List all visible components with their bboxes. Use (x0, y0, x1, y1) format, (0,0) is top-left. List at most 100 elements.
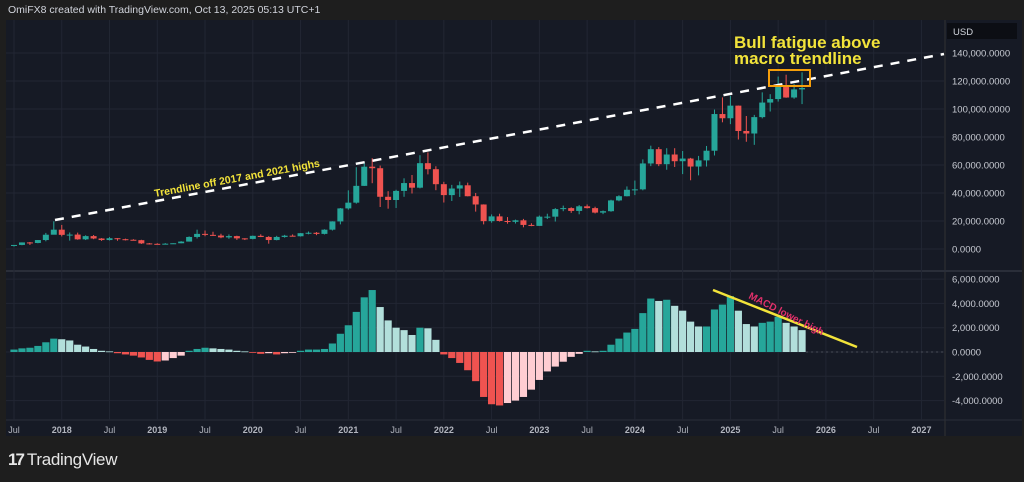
candle (544, 213, 551, 220)
candle (114, 238, 121, 241)
candle (703, 145, 710, 167)
candle (361, 162, 368, 186)
candle (751, 114, 758, 145)
macd-tick-label: -2,000.0000 (952, 372, 1003, 383)
macd-bar (42, 342, 50, 352)
candle-body (11, 244, 17, 246)
candle-body (504, 221, 511, 222)
candle-body (18, 242, 25, 245)
candle (401, 178, 408, 197)
macd-bar (758, 322, 766, 352)
candle-body (679, 158, 686, 162)
x-tick-label: 2019 (147, 425, 167, 435)
x-tick-label: 2022 (434, 425, 454, 435)
price-tick-label: 60,000.0000 (952, 161, 1005, 172)
candle (42, 232, 49, 242)
candle (241, 238, 248, 241)
macd-bar (400, 330, 408, 352)
macd-bar (495, 352, 504, 406)
candle (679, 151, 686, 175)
candle-body (122, 239, 129, 241)
candle (34, 240, 41, 244)
x-tick-label: Jul (772, 425, 784, 435)
macd-bar (18, 348, 26, 352)
candle (90, 235, 97, 240)
macd-bar (742, 324, 750, 352)
candle (608, 199, 614, 212)
x-tick-label: 2023 (529, 425, 549, 435)
candle (329, 221, 336, 231)
candle-body (66, 234, 73, 236)
macd-bar (798, 330, 806, 352)
candle-body (114, 238, 121, 240)
macd-bar (599, 350, 607, 352)
candle-body (130, 239, 137, 241)
x-tick-label: 2018 (52, 425, 72, 435)
tradingview-logo[interactable]: 17 TradingView (8, 450, 117, 470)
macd-bar (217, 348, 225, 352)
candle (432, 166, 439, 191)
candle (552, 208, 559, 222)
candle-body (711, 114, 718, 151)
candle-body (289, 235, 296, 237)
x-tick-label: Jul (581, 425, 593, 435)
candle-body (273, 236, 280, 241)
macd-bar (671, 305, 679, 352)
candle (369, 158, 376, 184)
macd-bar (289, 352, 297, 353)
macd-bar (567, 352, 575, 357)
macd-bar (448, 352, 456, 359)
price-tick-label: 0.0000 (952, 245, 981, 256)
macd-bar (249, 352, 257, 353)
candle-body (671, 154, 678, 162)
candle (560, 205, 567, 212)
candle-body (233, 236, 240, 239)
x-tick-label: 2027 (911, 425, 931, 435)
candle-body (424, 163, 431, 170)
macd-bar (185, 350, 193, 352)
macd-bar (456, 352, 464, 363)
macd-bar (679, 310, 687, 352)
candle (18, 242, 25, 246)
candle-body (186, 236, 193, 242)
macd-bar (591, 351, 599, 353)
macd-bar (559, 352, 567, 362)
candle-body (42, 234, 49, 241)
candle (440, 181, 447, 203)
candle (26, 242, 33, 245)
candle (210, 231, 216, 236)
candle (568, 207, 575, 213)
candle-body (321, 229, 328, 234)
candle (767, 94, 774, 112)
x-tick-label: Jul (868, 425, 880, 435)
macd-bar (328, 343, 336, 352)
candle-body (727, 105, 734, 119)
candle-body (393, 190, 400, 200)
macd-bar (639, 313, 647, 352)
price-tick-label: 20,000.0000 (952, 217, 1005, 228)
candle-body (448, 188, 455, 196)
candle-body (82, 236, 89, 240)
candle-body (568, 208, 575, 211)
macd-bar (225, 349, 233, 352)
x-tick-label: 2020 (243, 425, 263, 435)
candle-body (456, 185, 463, 189)
candle (759, 92, 766, 119)
candle (281, 234, 288, 238)
macd-bar (26, 347, 34, 352)
candle-body (90, 236, 97, 239)
macd-bar (233, 350, 241, 352)
candle (520, 218, 527, 228)
candle (130, 239, 137, 241)
candle-body (353, 185, 360, 203)
macd-bar (320, 348, 329, 352)
macd-bar (265, 352, 273, 354)
candle-body (584, 206, 591, 209)
macd-bar (66, 340, 74, 352)
candle (11, 244, 17, 247)
macd-bar (687, 321, 695, 352)
candle (456, 181, 463, 197)
x-tick-label: Jul (104, 425, 116, 435)
candle-body (50, 229, 57, 235)
